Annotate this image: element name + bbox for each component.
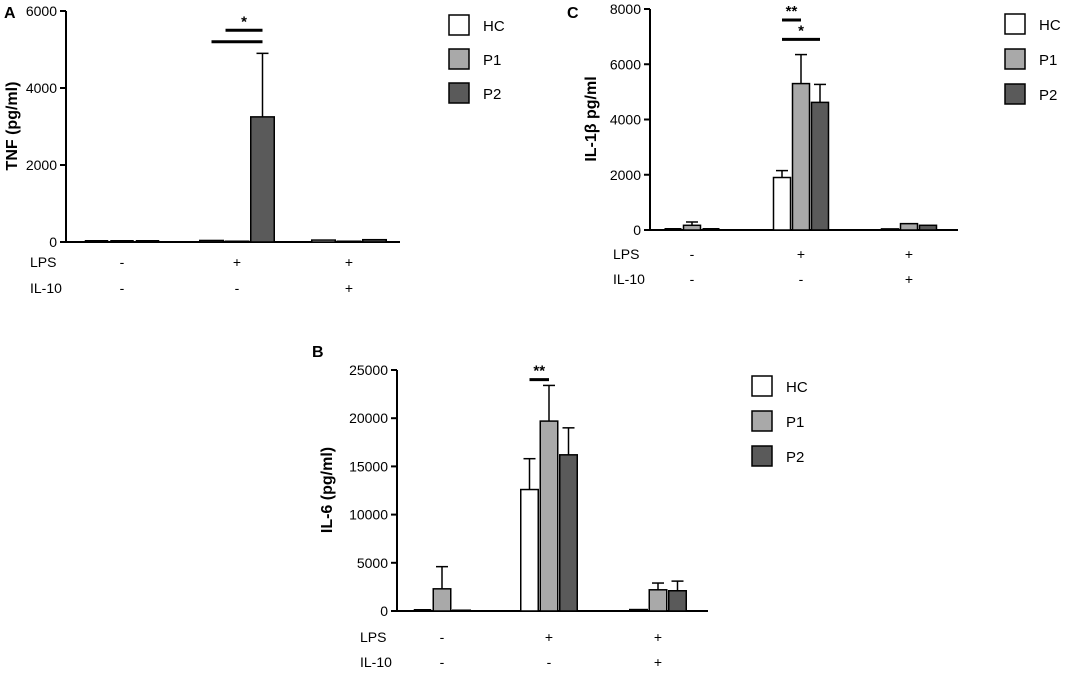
legend-swatch xyxy=(751,445,773,467)
y-axis-label: TNF (pg/ml) xyxy=(4,82,21,171)
lps-sign: - xyxy=(440,629,445,645)
lps-sign: + xyxy=(345,254,353,270)
il10-sign: + xyxy=(345,280,353,296)
panel-label: C xyxy=(567,5,579,22)
legend-swatch xyxy=(448,14,470,36)
bar xyxy=(452,609,471,612)
chart-panel-c: C 0 2000 4000 6000 8000 IL-1β pg/ml *** LPS IL-10… xyxy=(567,1,1061,287)
lps-sign: + xyxy=(905,246,913,262)
lps-sign: + xyxy=(797,246,805,262)
bar xyxy=(432,588,452,612)
bar xyxy=(648,589,668,612)
il10-sign: - xyxy=(235,280,240,296)
y-tick-label: 2000 xyxy=(26,157,57,173)
lps-sign: + xyxy=(545,629,553,645)
legend-swatch xyxy=(1004,48,1026,70)
bar xyxy=(918,224,938,231)
y-tick-label: 6000 xyxy=(26,3,57,19)
chart-panel-b: B 0 5000 10000 15000 20000 25000 IL-6 (pg/ml) **… xyxy=(312,344,808,670)
condition-row-label: LPS xyxy=(360,629,386,645)
legend-swatch xyxy=(1004,13,1026,35)
legend-label: P2 xyxy=(786,449,804,466)
il10-sign: - xyxy=(120,280,125,296)
y-axis-label: IL-1β pg/ml xyxy=(583,76,600,161)
legend: HC P1 P2 xyxy=(448,14,505,104)
condition-row-label: LPS xyxy=(30,254,56,270)
bar xyxy=(682,224,702,231)
legend-swatch xyxy=(1004,83,1026,105)
lps-sign: + xyxy=(233,254,241,270)
panel-label: B xyxy=(312,344,324,361)
legend-label: HC xyxy=(786,379,808,396)
chart-panel-a: A 0 2000 4000 6000 TNF (pg/ml) * LPS IL-10 - - + - + +… xyxy=(4,3,505,296)
legend-swatch xyxy=(448,48,470,70)
condition-row-label: LPS xyxy=(613,246,639,262)
bar xyxy=(250,116,275,243)
condition-row-label: IL-10 xyxy=(613,271,645,287)
significance-label: ** xyxy=(533,363,545,380)
y-tick-label: 6000 xyxy=(610,56,641,72)
condition-row-label: IL-10 xyxy=(30,280,62,296)
y-tick-label: 4000 xyxy=(610,112,641,128)
legend-label: P1 xyxy=(483,52,501,69)
bar xyxy=(880,228,900,231)
bar xyxy=(336,240,362,243)
y-tick-label: 0 xyxy=(633,222,641,238)
panel-label: A xyxy=(4,5,16,22)
significance-label: ** xyxy=(786,3,798,20)
il10-sign: - xyxy=(547,654,552,670)
lps-sign: - xyxy=(690,246,695,262)
y-tick-label: 10000 xyxy=(349,507,388,523)
bar xyxy=(810,101,830,231)
il10-sign: - xyxy=(440,654,445,670)
legend: HC P1 P2 xyxy=(1004,13,1061,105)
y-tick-label: 2000 xyxy=(610,167,641,183)
y-tick-label: 0 xyxy=(380,603,388,619)
y-tick-label: 4000 xyxy=(26,80,57,96)
legend-swatch xyxy=(751,410,773,432)
y-tick-label: 0 xyxy=(49,234,57,250)
legend-label: P1 xyxy=(786,414,804,431)
legend-label: HC xyxy=(483,18,505,35)
legend-label: P2 xyxy=(483,86,501,103)
bar xyxy=(199,239,224,243)
bar xyxy=(311,239,336,243)
legend-swatch xyxy=(751,375,773,397)
il10-sign: + xyxy=(905,271,913,287)
lps-sign: + xyxy=(654,629,662,645)
legend-label: P1 xyxy=(1039,52,1057,69)
bar xyxy=(520,488,539,612)
bar xyxy=(629,608,648,612)
y-tick-label: 8000 xyxy=(610,1,641,17)
significance-label: * xyxy=(798,22,804,39)
bar xyxy=(539,420,559,612)
il10-sign: + xyxy=(654,654,662,670)
bar xyxy=(791,82,811,231)
y-tick-label: 25000 xyxy=(349,362,388,378)
legend: HC P1 P2 xyxy=(751,375,808,467)
bar xyxy=(362,238,387,243)
y-tick-label: 5000 xyxy=(357,555,388,571)
legend-label: P2 xyxy=(1039,87,1057,104)
legend-label: HC xyxy=(1039,17,1061,34)
lps-sign: - xyxy=(120,254,125,270)
y-tick-label: 15000 xyxy=(349,458,388,474)
bar xyxy=(224,240,250,243)
significance-label: * xyxy=(241,13,247,30)
bar xyxy=(559,454,578,612)
il10-sign: - xyxy=(799,271,804,287)
y-axis-label: IL-6 (pg/ml) xyxy=(319,447,336,533)
legend-swatch xyxy=(448,82,470,104)
y-tick-label: 20000 xyxy=(349,410,388,426)
bar xyxy=(668,590,687,612)
bar xyxy=(899,222,919,231)
condition-row-label: IL-10 xyxy=(360,654,392,670)
il10-sign: - xyxy=(690,271,695,287)
bar xyxy=(772,176,792,231)
